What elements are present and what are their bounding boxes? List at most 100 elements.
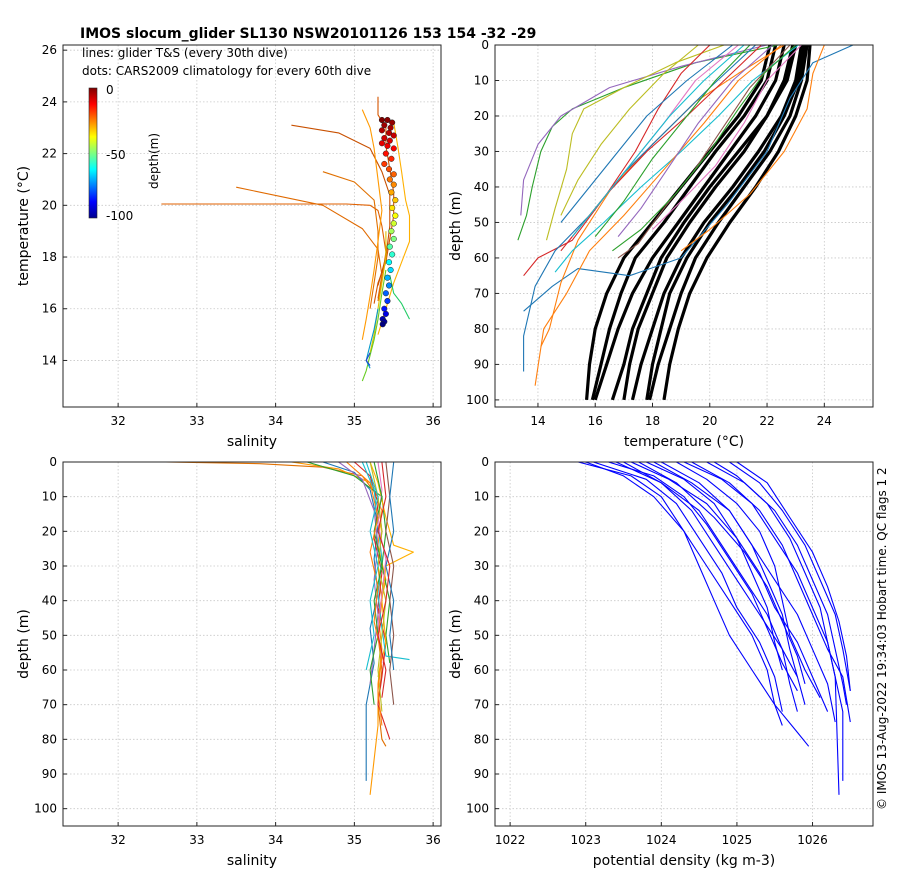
x-axis-label: temperature (°C) (624, 434, 744, 450)
climatology-dot (388, 228, 395, 235)
series-group (161, 96, 411, 382)
series-line (683, 462, 844, 781)
y-tick-label: 10 (474, 73, 489, 87)
y-tick-label: 14 (42, 353, 57, 367)
legend-text: dots: CARS2009 climatology for every 60t… (82, 64, 371, 78)
climatology-dot (385, 129, 393, 136)
y-tick-label: 50 (474, 628, 489, 642)
y-tick-label: 90 (474, 767, 489, 781)
series-line (346, 462, 383, 726)
climatology-dot (392, 212, 399, 219)
y-axis-label: depth (m) (448, 191, 464, 261)
series-line (661, 462, 836, 723)
series-line (645, 462, 829, 712)
series-line (615, 462, 806, 705)
climatology-dot (386, 137, 393, 144)
y-tick-label: 26 (42, 43, 57, 57)
climatology-dot (384, 274, 391, 281)
y-tick-label: 22 (42, 147, 57, 161)
series-line (377, 462, 387, 664)
y-tick-label: 60 (474, 663, 489, 677)
x-tick-label: 22 (759, 414, 774, 428)
x-tick-label: 16 (588, 414, 603, 428)
series-line (680, 45, 825, 252)
y-tick-label: 20 (42, 198, 57, 212)
series-line (612, 45, 797, 252)
series-line (369, 231, 387, 353)
series-line (713, 462, 840, 795)
y-tick-label: 100 (466, 802, 489, 816)
y-axis-label: depth (m) (448, 609, 464, 679)
y-tick-label: 40 (42, 594, 57, 608)
climatology-dot (384, 116, 391, 124)
x-tick-label: 32 (110, 414, 125, 428)
axes-frame (62, 44, 442, 408)
x-tick-label: 1026 (797, 833, 828, 847)
x-tick-label: 32 (110, 833, 125, 847)
climatology-dot (382, 150, 389, 157)
series-line (361, 109, 383, 340)
plot-area (495, 45, 873, 407)
y-tick-label: 30 (474, 144, 489, 158)
y-tick-label: 100 (466, 393, 489, 407)
series-line (630, 462, 783, 671)
series-line (610, 45, 795, 401)
y-tick-label: 90 (42, 767, 57, 781)
series-line (369, 462, 414, 678)
series-line (534, 45, 782, 386)
series-line (617, 45, 774, 237)
x-tick-label: 1022 (495, 833, 526, 847)
climatology-dot (381, 135, 388, 142)
climatology-dot (381, 122, 388, 129)
series-line (236, 186, 383, 299)
y-tick-label: 60 (474, 251, 489, 265)
x-tick-label: 36 (425, 833, 440, 847)
colorbar-tick-label: 0 (106, 83, 114, 97)
series-line (369, 462, 387, 712)
climatology-dot (390, 145, 397, 152)
x-tick-label: 1025 (722, 833, 753, 847)
climatology-dot (384, 142, 391, 149)
series-line (593, 462, 783, 712)
x-tick-label: 33 (189, 414, 204, 428)
series-line (691, 462, 851, 723)
series-line (585, 45, 772, 401)
x-tick-label: 14 (530, 414, 545, 428)
climatology-dot (389, 204, 396, 211)
plot-area (63, 45, 441, 407)
series-line (560, 45, 699, 216)
climatology-dot (379, 321, 386, 328)
y-tick-label: 80 (474, 732, 489, 746)
climatology-dot (385, 166, 393, 173)
y-tick-label: 30 (474, 559, 489, 573)
series-group (578, 462, 851, 795)
y-axis-label: depth (m) (16, 609, 32, 679)
y-tick-label: 70 (474, 286, 489, 300)
climatology-dot (388, 189, 395, 196)
climatology-dot (378, 140, 385, 147)
colorbar (88, 87, 98, 219)
axes-frame (62, 461, 442, 827)
series-line (523, 45, 854, 312)
x-tick-label: 35 (347, 833, 362, 847)
series-line (369, 462, 383, 705)
y-tick-label: 40 (474, 180, 489, 194)
series-line (554, 45, 799, 273)
climatology-dot (385, 259, 393, 266)
series-line (594, 45, 751, 237)
legend-text: lines: glider T&S (every 30th dive) (82, 46, 288, 60)
climatology-dot (390, 132, 397, 139)
y-tick-label: 0 (49, 455, 57, 469)
climatology-dot (390, 181, 397, 188)
x-axis-label: potential density (kg m-3) (593, 853, 775, 869)
panel-ts-diagram: 32 33 34 35 36 14 16 18 20 22 24 26 salinity temperat… (16, 43, 442, 450)
series-line (520, 45, 768, 216)
series-line (736, 462, 851, 691)
colorbar-tick-label: -100 (106, 209, 133, 223)
x-tick-label: 1023 (570, 833, 601, 847)
series-line (571, 45, 745, 237)
climatology-dot (385, 282, 393, 289)
x-tick-label: 34 (268, 414, 283, 428)
climatology-dot (382, 290, 389, 297)
